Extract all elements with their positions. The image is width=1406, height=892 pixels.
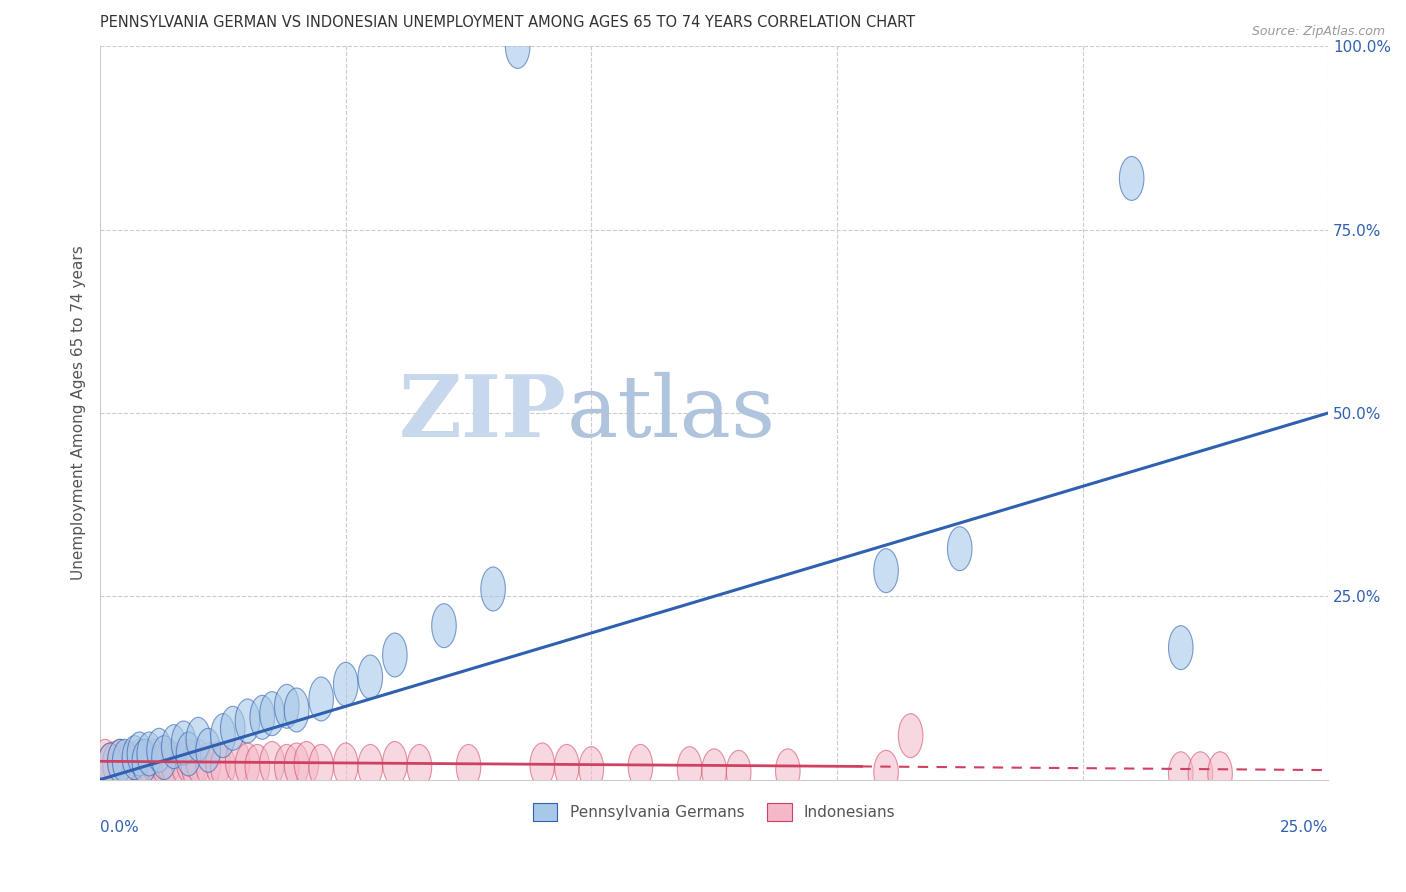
Text: 25.0%: 25.0% <box>1279 820 1329 835</box>
Text: 0.0%: 0.0% <box>100 820 139 835</box>
Ellipse shape <box>97 743 122 787</box>
Ellipse shape <box>211 714 235 757</box>
Ellipse shape <box>727 750 751 794</box>
Ellipse shape <box>359 745 382 789</box>
Ellipse shape <box>176 732 201 776</box>
Ellipse shape <box>162 724 186 769</box>
Ellipse shape <box>112 739 136 783</box>
Ellipse shape <box>382 741 408 786</box>
Ellipse shape <box>186 739 211 783</box>
Ellipse shape <box>152 736 176 780</box>
Text: Source: ZipAtlas.com: Source: ZipAtlas.com <box>1251 25 1385 38</box>
Ellipse shape <box>136 732 162 776</box>
Ellipse shape <box>481 567 505 611</box>
Ellipse shape <box>457 745 481 789</box>
Text: PENNSYLVANIA GERMAN VS INDONESIAN UNEMPLOYMENT AMONG AGES 65 TO 74 YEARS CORRELA: PENNSYLVANIA GERMAN VS INDONESIAN UNEMPL… <box>100 15 915 30</box>
Ellipse shape <box>103 741 127 786</box>
Ellipse shape <box>136 741 162 786</box>
Text: ZIP: ZIP <box>399 371 567 455</box>
Ellipse shape <box>382 633 408 677</box>
Ellipse shape <box>260 691 284 736</box>
Ellipse shape <box>1168 752 1194 796</box>
Ellipse shape <box>122 736 146 780</box>
Ellipse shape <box>284 743 309 787</box>
Ellipse shape <box>172 721 195 765</box>
Ellipse shape <box>898 714 922 757</box>
Ellipse shape <box>142 739 166 783</box>
Ellipse shape <box>97 743 122 787</box>
Ellipse shape <box>260 741 284 786</box>
Ellipse shape <box>132 739 156 783</box>
Ellipse shape <box>181 743 205 787</box>
Ellipse shape <box>1168 625 1194 670</box>
Ellipse shape <box>678 747 702 790</box>
Ellipse shape <box>333 743 359 787</box>
Ellipse shape <box>873 750 898 794</box>
Ellipse shape <box>195 728 221 772</box>
Text: atlas: atlas <box>567 371 776 455</box>
Ellipse shape <box>93 739 117 783</box>
Ellipse shape <box>274 684 299 728</box>
Ellipse shape <box>505 24 530 69</box>
Ellipse shape <box>579 747 603 790</box>
Ellipse shape <box>127 732 152 776</box>
Ellipse shape <box>127 739 152 783</box>
Ellipse shape <box>146 745 172 789</box>
Ellipse shape <box>274 745 299 789</box>
Ellipse shape <box>359 655 382 699</box>
Ellipse shape <box>195 743 221 787</box>
Ellipse shape <box>221 706 245 750</box>
Legend: Pennsylvania Germans, Indonesians: Pennsylvania Germans, Indonesians <box>527 797 901 827</box>
Ellipse shape <box>152 741 176 786</box>
Ellipse shape <box>333 663 359 706</box>
Y-axis label: Unemployment Among Ages 65 to 74 years: Unemployment Among Ages 65 to 74 years <box>72 245 86 581</box>
Ellipse shape <box>186 717 211 761</box>
Ellipse shape <box>112 743 136 787</box>
Ellipse shape <box>1188 752 1213 796</box>
Ellipse shape <box>107 739 132 783</box>
Ellipse shape <box>432 604 457 648</box>
Ellipse shape <box>309 677 333 721</box>
Ellipse shape <box>117 741 142 786</box>
Ellipse shape <box>873 549 898 592</box>
Ellipse shape <box>1119 156 1144 201</box>
Ellipse shape <box>107 739 132 783</box>
Ellipse shape <box>235 699 260 743</box>
Ellipse shape <box>162 743 186 787</box>
Ellipse shape <box>776 748 800 793</box>
Ellipse shape <box>205 741 231 786</box>
Ellipse shape <box>225 739 250 783</box>
Ellipse shape <box>408 745 432 789</box>
Ellipse shape <box>530 743 554 787</box>
Ellipse shape <box>156 739 181 783</box>
Ellipse shape <box>948 526 972 571</box>
Ellipse shape <box>172 741 195 786</box>
Ellipse shape <box>1208 752 1232 796</box>
Ellipse shape <box>284 688 309 732</box>
Ellipse shape <box>250 695 274 739</box>
Ellipse shape <box>294 741 319 786</box>
Ellipse shape <box>146 728 172 772</box>
Ellipse shape <box>235 743 260 787</box>
Ellipse shape <box>245 745 270 789</box>
Ellipse shape <box>122 745 146 789</box>
Ellipse shape <box>628 745 652 789</box>
Ellipse shape <box>309 745 333 789</box>
Ellipse shape <box>211 745 235 789</box>
Ellipse shape <box>132 743 156 787</box>
Ellipse shape <box>176 739 201 783</box>
Ellipse shape <box>702 748 727 793</box>
Ellipse shape <box>554 745 579 789</box>
